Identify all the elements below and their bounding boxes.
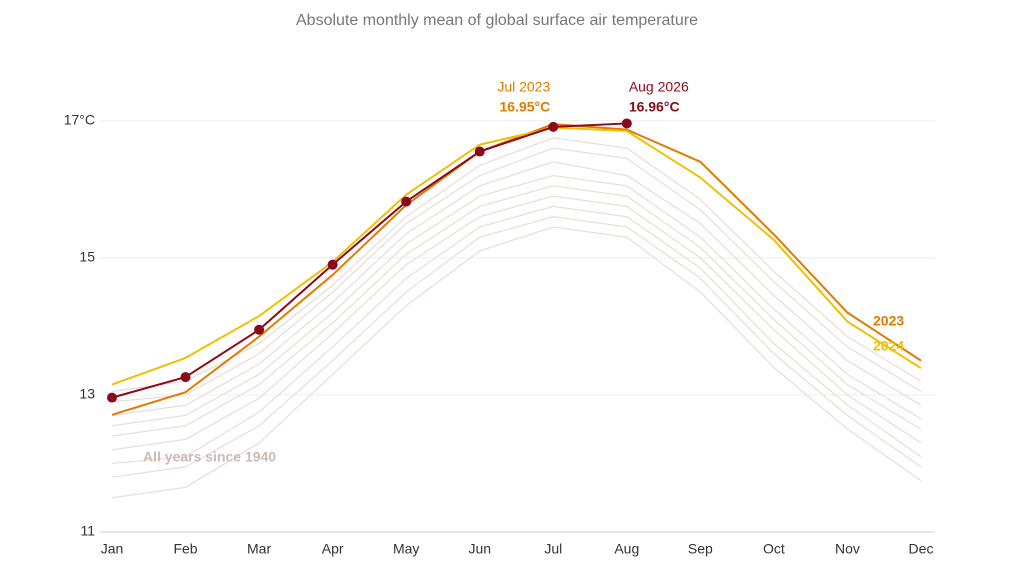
point [548, 121, 559, 132]
point [474, 146, 485, 157]
background-line [111, 174, 922, 427]
background-line [111, 195, 922, 451]
chart-title: Absolute monthly mean of global surface … [296, 12, 698, 29]
series-line [111, 123, 922, 416]
x-tick-label: Apr [322, 541, 344, 557]
x-tick-label: Sep [688, 541, 713, 557]
annotation: Jul 2023 [497, 79, 550, 95]
annotation: Aug 2026 [629, 79, 689, 95]
point [327, 259, 338, 270]
series-label: 2023 [873, 313, 904, 329]
x-tick-label: Feb [173, 541, 197, 557]
background-line [111, 226, 922, 499]
point [107, 392, 117, 403]
background-line [111, 205, 922, 465]
y-tick-label: 11 [80, 523, 95, 539]
point [621, 118, 632, 129]
value-label: 16.95°C [500, 99, 551, 115]
background-line [111, 147, 922, 403]
x-tick-label: Jul [544, 541, 562, 557]
point [401, 196, 412, 207]
background-line [111, 216, 922, 478]
series-line [111, 126, 922, 386]
y-tick-label: 13 [79, 386, 95, 402]
x-tick-label: Aug [614, 541, 639, 557]
y-tick-label: 15 [79, 249, 95, 265]
series-line [111, 122, 627, 399]
x-tick-label: Mar [247, 541, 271, 557]
x-tick-label: May [393, 541, 419, 557]
x-tick-label: Nov [835, 541, 860, 557]
point [254, 324, 265, 335]
value-label: 16.96°C [629, 99, 680, 115]
x-tick-label: Jun [468, 541, 491, 557]
background-line [111, 161, 922, 417]
point [180, 372, 191, 383]
x-tick-label: Oct [763, 541, 785, 557]
background-line [111, 137, 922, 393]
y-tick-label: 17°C [64, 111, 95, 127]
series-label: 2024 [873, 338, 904, 354]
background-label: All years since 1940 [143, 449, 276, 465]
x-tick-label: Dec [909, 541, 934, 557]
background-line [111, 185, 922, 437]
x-tick-label: Jan [101, 541, 124, 557]
